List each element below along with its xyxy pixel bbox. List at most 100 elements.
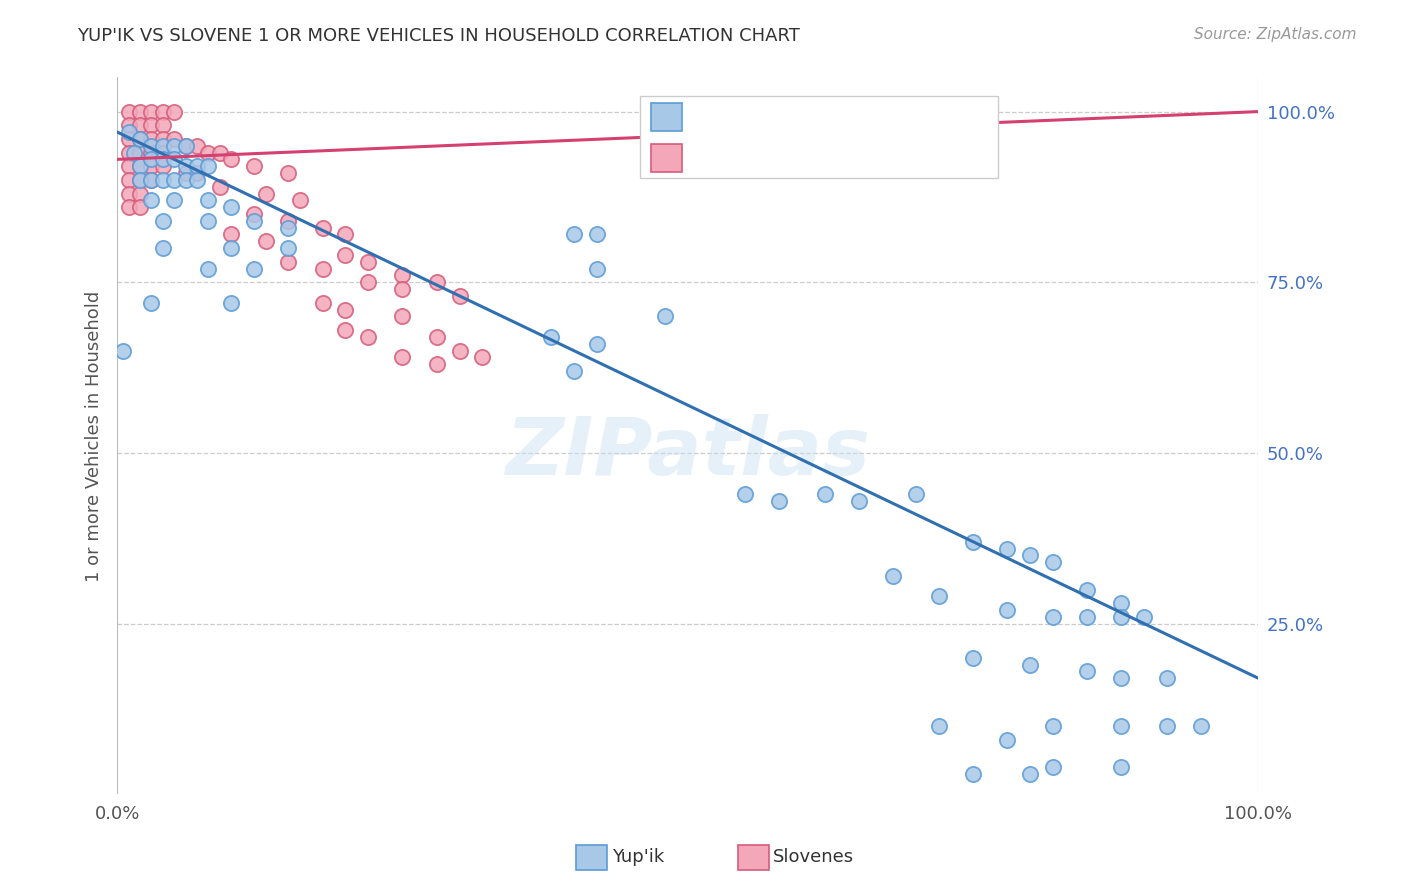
Point xyxy=(163,138,186,153)
Point xyxy=(1111,596,1133,610)
Point xyxy=(186,138,208,153)
Point xyxy=(129,145,152,160)
Point xyxy=(174,138,197,153)
Text: -0.805: -0.805 xyxy=(741,108,806,126)
Text: Yup'ik: Yup'ik xyxy=(612,848,664,866)
Point xyxy=(129,132,152,146)
Point xyxy=(117,132,139,146)
Point xyxy=(1111,760,1133,774)
Point xyxy=(426,275,449,289)
Point xyxy=(471,351,494,365)
Point xyxy=(141,104,163,119)
Text: 0.259: 0.259 xyxy=(741,149,806,167)
Point xyxy=(141,194,163,208)
Point xyxy=(426,330,449,344)
Point xyxy=(288,194,311,208)
Point xyxy=(254,235,277,249)
Point xyxy=(152,145,174,160)
Point xyxy=(186,166,208,180)
Point xyxy=(197,214,219,228)
Point xyxy=(277,166,299,180)
Text: R =: R = xyxy=(695,149,734,167)
Point xyxy=(540,330,562,344)
Point xyxy=(1076,610,1098,624)
Point xyxy=(335,227,357,242)
Point xyxy=(585,227,607,242)
Point xyxy=(962,767,984,781)
Point xyxy=(1042,760,1064,774)
Point xyxy=(1156,719,1178,733)
Point xyxy=(141,173,163,187)
Point xyxy=(1156,671,1178,685)
Point xyxy=(335,248,357,262)
Point xyxy=(995,603,1018,617)
Point xyxy=(141,138,163,153)
Point xyxy=(1076,665,1098,679)
Point xyxy=(243,207,266,221)
Text: ZIPatlas: ZIPatlas xyxy=(505,414,870,492)
Point xyxy=(221,153,243,167)
Point xyxy=(562,364,585,378)
Point xyxy=(129,200,152,214)
Point xyxy=(391,282,413,296)
Point xyxy=(1019,549,1042,563)
Point xyxy=(1111,610,1133,624)
Point xyxy=(962,650,984,665)
Point xyxy=(197,159,219,173)
Point xyxy=(848,493,870,508)
Y-axis label: 1 or more Vehicles in Household: 1 or more Vehicles in Household xyxy=(86,290,103,582)
Point xyxy=(221,200,243,214)
Point xyxy=(1042,555,1064,569)
Point xyxy=(221,241,243,255)
Point xyxy=(391,268,413,283)
Point xyxy=(117,159,139,173)
Point xyxy=(311,261,333,276)
Point xyxy=(141,159,163,173)
Point xyxy=(197,261,219,276)
Point xyxy=(174,173,197,187)
Point xyxy=(311,295,333,310)
Text: Source: ZipAtlas.com: Source: ZipAtlas.com xyxy=(1194,27,1357,42)
Point xyxy=(221,295,243,310)
Point xyxy=(141,153,163,167)
Point xyxy=(426,357,449,371)
Point xyxy=(174,159,197,173)
Point xyxy=(734,487,756,501)
Point xyxy=(152,241,174,255)
Point xyxy=(152,173,174,187)
Text: N = 59: N = 59 xyxy=(835,108,898,126)
Point xyxy=(768,493,790,508)
Point xyxy=(1111,719,1133,733)
Point xyxy=(1019,657,1042,672)
Point xyxy=(221,227,243,242)
Point xyxy=(585,261,607,276)
Point xyxy=(243,159,266,173)
Point xyxy=(163,194,186,208)
Point xyxy=(141,173,163,187)
Point xyxy=(1111,671,1133,685)
Point xyxy=(208,145,231,160)
Point xyxy=(311,220,333,235)
Point xyxy=(117,173,139,187)
Point xyxy=(357,330,380,344)
Point xyxy=(163,173,186,187)
Point xyxy=(562,227,585,242)
Point xyxy=(141,118,163,132)
Point xyxy=(129,104,152,119)
Point xyxy=(1042,610,1064,624)
Point xyxy=(111,343,134,358)
Point xyxy=(277,241,299,255)
Point xyxy=(197,194,219,208)
Point xyxy=(129,173,152,187)
Point xyxy=(1042,719,1064,733)
Point xyxy=(117,104,139,119)
Point xyxy=(141,295,163,310)
Point xyxy=(129,132,152,146)
Point xyxy=(152,159,174,173)
Point xyxy=(905,487,928,501)
Point xyxy=(335,323,357,337)
Point xyxy=(277,254,299,268)
Point xyxy=(129,159,152,173)
Point xyxy=(124,145,146,160)
Point xyxy=(449,343,471,358)
